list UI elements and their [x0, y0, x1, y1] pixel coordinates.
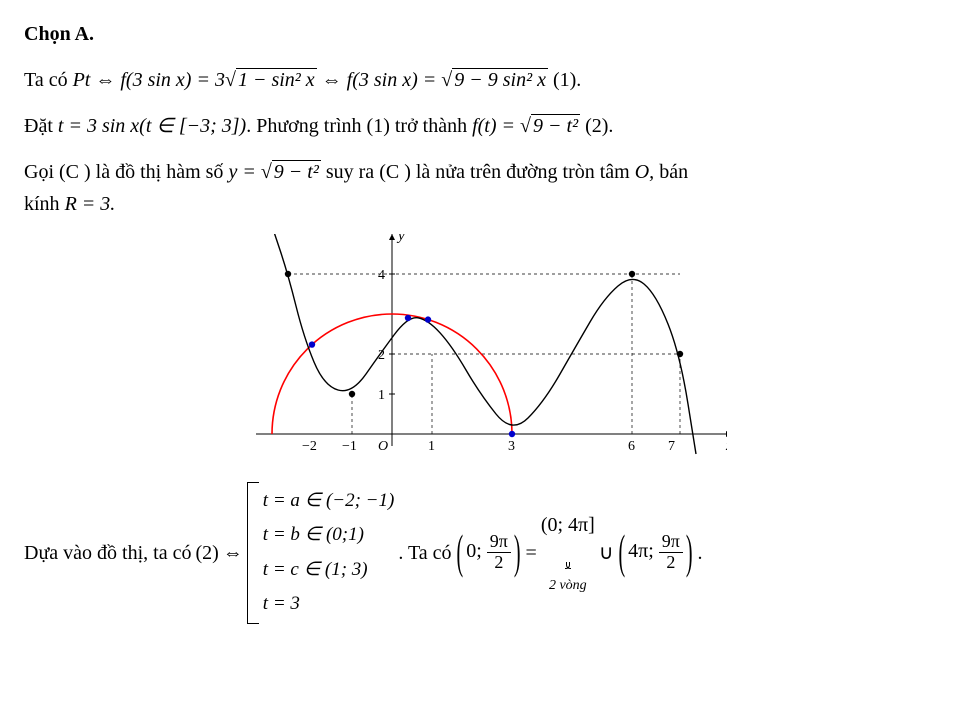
num: 9π	[487, 532, 511, 553]
den: 2	[487, 553, 511, 573]
interval-a: 0;	[466, 540, 482, 562]
O-label: O,	[635, 161, 654, 183]
text: trở thành	[390, 115, 472, 137]
period: .	[698, 537, 703, 569]
ft: f(t) =	[472, 115, 520, 137]
brace-label: 2 vòng	[541, 575, 595, 597]
text: Đặt	[24, 115, 58, 137]
eq: = 3	[196, 69, 225, 91]
eqtag: (1).	[553, 69, 581, 91]
sqrt: 9 − t²	[261, 156, 321, 188]
ref: (2)	[195, 537, 218, 569]
ref: (1)	[367, 115, 390, 137]
radicand: 9 − t²	[531, 114, 580, 137]
radicand: 1 − sin² x	[236, 68, 317, 91]
C-ref: (C )	[59, 161, 91, 183]
svg-text:−1: −1	[342, 439, 357, 454]
underbrace-interval: (0; 4π] 2 vòng	[541, 509, 595, 597]
frac: 9π 2	[487, 532, 511, 573]
sqrt: 1 − sin² x	[225, 64, 317, 96]
math-expr: f(t) = 9 − t² (2).	[472, 115, 613, 137]
sys-line: t = a ∈ (−2; −1)	[263, 486, 395, 516]
svg-text:2: 2	[378, 348, 385, 363]
text: . Ta có	[398, 537, 451, 569]
svg-text:3: 3	[508, 439, 515, 454]
svg-text:7: 7	[668, 439, 675, 454]
C-ref: (C )	[379, 161, 411, 183]
graph-figure: −2 −1 O 1 3 6 7 1 2 4 x y	[24, 234, 950, 464]
text: Dựa vào đồ thị, ta có	[24, 537, 191, 569]
radicand: 9 − 9 sin² x	[452, 68, 548, 91]
svg-text:−2: −2	[302, 439, 317, 454]
eqtag: (2).	[585, 115, 613, 137]
svg-text:1: 1	[428, 439, 435, 454]
text: là đồ thị hàm số	[96, 161, 229, 183]
system-lines: t = a ∈ (−2; −1) t = b ∈ (0;1) t = c ∈ (…	[263, 482, 395, 624]
radicand: 9 − t²	[272, 160, 321, 183]
text: suy ra	[326, 161, 379, 183]
interval-open-1: ( 0; 9π 2 )	[456, 532, 522, 573]
sqrt: 9 − 9 sin² x	[441, 64, 548, 96]
arg: (3 sin x)	[126, 69, 192, 91]
text: Gọi	[24, 161, 59, 183]
arg: (3 sin x)	[352, 69, 418, 91]
interval: (0; 4π]	[541, 509, 595, 541]
svg-text:1: 1	[378, 388, 385, 403]
iff: ⇔	[223, 537, 243, 569]
interval-a: 4π;	[628, 540, 654, 562]
line-3: Gọi (C ) là đồ thị hàm số y = 9 − t² suy…	[24, 156, 950, 220]
svg-text:x: x	[725, 438, 727, 454]
den: 2	[659, 553, 683, 573]
iff: ⇔	[322, 69, 347, 91]
frac: 9π 2	[659, 532, 683, 573]
line-4: Dựa vào đồ thị, ta có (2) ⇔ t = a ∈ (−2;…	[24, 482, 950, 624]
line-2: Đặt t = 3 sin x(t ∈ [−3; 3]). Phương trì…	[24, 110, 950, 142]
pt-label: Pt	[73, 69, 91, 91]
graph-svg: −2 −1 O 1 3 6 7 1 2 4 x y	[247, 234, 727, 464]
math-expr: Pt ⇔ f(3 sin x) = 31 − sin² x ⇔ f(3 sin …	[73, 69, 582, 91]
interval-open-2: ( 4π; 9π 2 )	[617, 532, 693, 573]
sys-line: t = b ∈ (0;1)	[263, 520, 395, 550]
iff: ⇔	[95, 69, 120, 91]
svg-text:y: y	[396, 234, 405, 244]
svg-text:O: O	[378, 439, 388, 454]
subst: t = 3 sin x	[58, 115, 139, 137]
text: bán	[659, 161, 688, 183]
domain: t ∈ [−3; 3]	[146, 115, 240, 137]
math-expr: y = 9 − t²	[228, 161, 325, 183]
text: kính	[24, 193, 65, 215]
num: 9π	[659, 532, 683, 553]
R-eq: R = 3.	[65, 193, 116, 215]
sys-line: t = c ∈ (1; 3)	[263, 555, 395, 585]
system-bracket: t = a ∈ (−2; −1) t = b ∈ (0;1) t = c ∈ (…	[247, 482, 395, 624]
text: Ta có	[24, 69, 73, 91]
line-1: Ta có Pt ⇔ f(3 sin x) = 31 − sin² x ⇔ f(…	[24, 64, 950, 96]
text: . Phương trình	[246, 115, 366, 137]
svg-text:4: 4	[378, 268, 385, 283]
sys-line: t = 3	[263, 589, 395, 619]
eq: =	[423, 69, 442, 91]
sqrt: 9 − t²	[520, 110, 580, 142]
eq: =	[526, 537, 537, 569]
answer-header: Chọn A.	[24, 18, 950, 50]
bracket-glyph	[247, 482, 259, 624]
svg-text:6: 6	[628, 439, 635, 454]
math-expr: t = 3 sin x(t ∈ [−3; 3])	[58, 115, 246, 137]
text: là nửa trên đường tròn tâm	[416, 161, 635, 183]
cup: ∪	[599, 537, 614, 569]
y-eq: y =	[228, 161, 260, 183]
